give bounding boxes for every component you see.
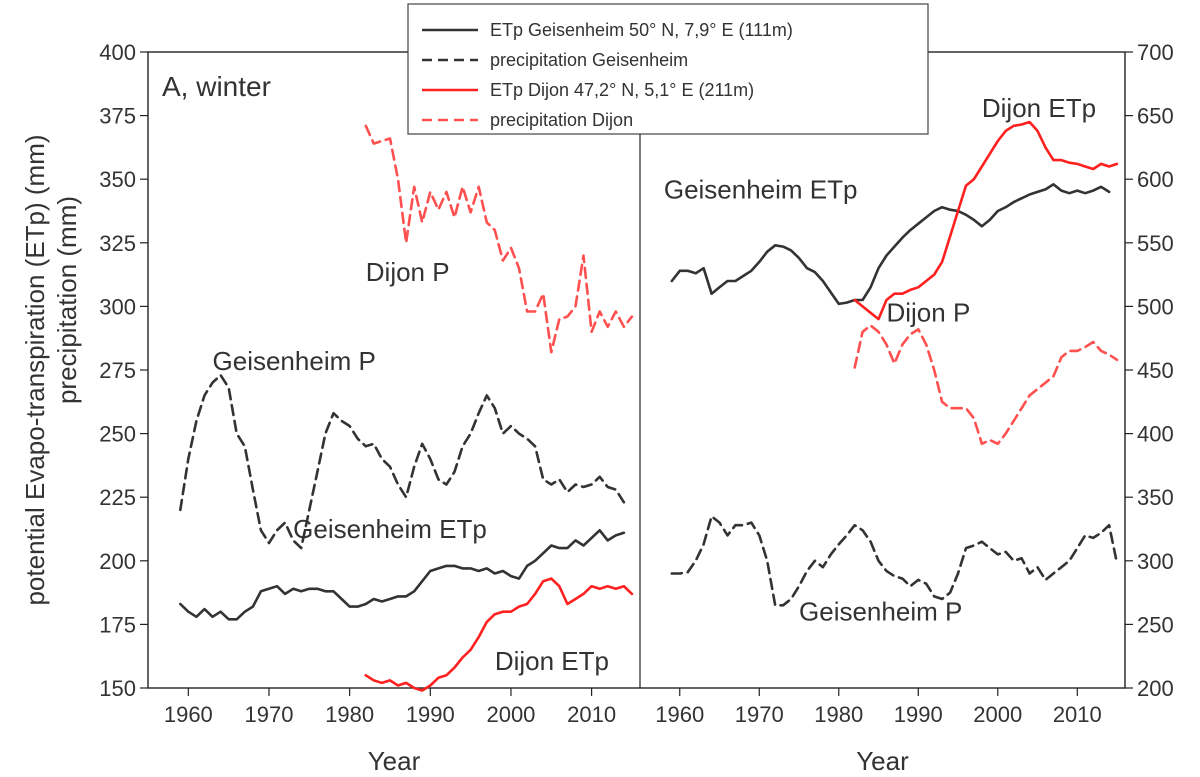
x-tick-label: 1980 [814, 702, 863, 727]
series-line-winter-0 [179, 529, 626, 621]
legend-box [407, 3, 929, 135]
x-tick-label: 2010 [1053, 702, 1102, 727]
series-line-summer-1 [670, 515, 1119, 607]
x-tick-label: 1980 [325, 702, 374, 727]
y2-tick-label: 450 [1137, 358, 1174, 383]
legend-label: ETp Dijon 47,2° N, 5,1° E (211m) [490, 80, 754, 100]
legend-label: precipitation Dijon [490, 110, 633, 130]
legend: ETp Geisenheim 50° N, 7,9° E (111m) preci… [407, 3, 929, 135]
y2-tick-label: 200 [1137, 676, 1174, 701]
y2-tick-label: 250 [1137, 612, 1174, 637]
y2-tick-label: 600 [1137, 167, 1174, 192]
x-tick-label: 2000 [486, 702, 535, 727]
x-tick-label: 1960 [655, 702, 704, 727]
y2-tick-label: 700 [1137, 40, 1174, 65]
annotation-label: Geisenheim P [213, 346, 376, 376]
axis-ticks: 1960 1970 1980 1990 2000 2010 150 175 200 225 250 2… [99, 40, 1173, 727]
annotation-label: Dijon P [886, 298, 970, 328]
annotation-label: Geisenheim P [799, 597, 962, 627]
y-tick-label: 275 [99, 358, 136, 383]
y-tick-label: 400 [99, 40, 136, 65]
y-tick-label: 225 [99, 485, 136, 510]
y-tick-label: 350 [99, 167, 136, 192]
x-axis-title: Year [368, 746, 421, 776]
series-line-winter-2 [364, 577, 634, 692]
x-tick-label: 1960 [164, 702, 213, 727]
series-line-summer-3 [853, 324, 1119, 446]
annotation-label: Dijon ETp [982, 93, 1096, 123]
y-axis-title-precipitation: precipitation (mm) [52, 196, 82, 404]
x-tick-label: 2010 [567, 702, 616, 727]
y-tick-label: 375 [99, 104, 136, 129]
series-line-summer-0 [670, 183, 1111, 306]
annotation-label: Geisenheim ETp [664, 174, 858, 204]
legend-label: precipitation Geisenheim [490, 50, 688, 70]
annotation-label: Dijon ETp [495, 646, 609, 676]
x-tick-label: 1970 [735, 702, 784, 727]
y2-tick-label: 400 [1137, 422, 1174, 447]
y2-tick-label: 550 [1137, 231, 1174, 256]
panel-title: A, winter [162, 71, 271, 102]
series-line-summer-2 [853, 120, 1119, 321]
y-tick-label: 325 [99, 231, 136, 256]
y-tick-label: 175 [99, 612, 136, 637]
y-tick-label: 150 [99, 676, 136, 701]
y-axis-title: potential Evapo-transpiration (ETp) (mm) [20, 134, 50, 605]
x-tick-label: 1990 [894, 702, 943, 727]
series-lines [179, 120, 1119, 692]
x-axis-title: Year [856, 746, 909, 776]
y-tick-label: 250 [99, 422, 136, 447]
y-tick-label: 300 [99, 294, 136, 319]
x-tick-label: 2000 [973, 702, 1022, 727]
x-tick-label: 1990 [406, 702, 455, 727]
y2-tick-label: 500 [1137, 294, 1174, 319]
annotation-label: Geisenheim ETp [293, 514, 487, 544]
y2-tick-label: 300 [1137, 549, 1174, 574]
y2-tick-label: 650 [1137, 104, 1174, 129]
series-line-winter-1 [179, 373, 626, 550]
y-tick-label: 200 [99, 549, 136, 574]
series-line-winter-3 [364, 124, 634, 354]
y2-tick-label: 350 [1137, 485, 1174, 510]
legend-label: ETp Geisenheim 50° N, 7,9° E (111m) [490, 20, 793, 40]
chart-labels: Year A, winter Dijon P Geisenheim P Geisenhe… [20, 71, 1096, 776]
x-tick-label: 1970 [245, 702, 294, 727]
annotation-label: Dijon P [366, 257, 450, 287]
